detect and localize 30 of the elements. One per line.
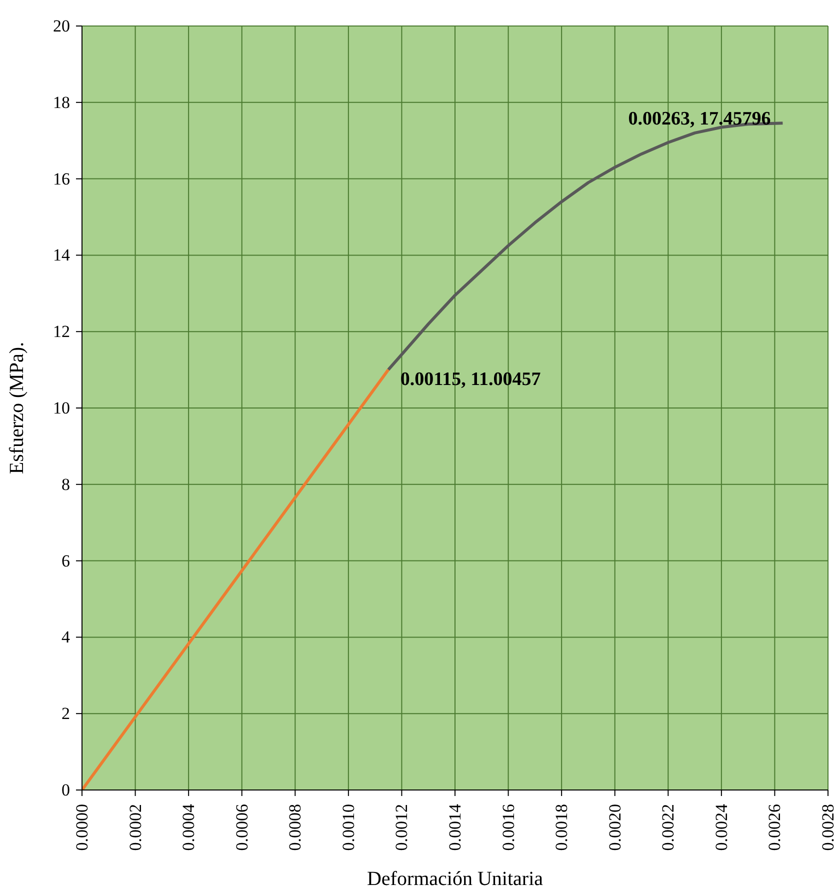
annotation: 0.00115, 11.00457: [400, 369, 542, 390]
y-tick-label: 20: [53, 16, 70, 36]
x-tick-label: 0.0028: [818, 804, 838, 851]
x-tick-label: 0.0022: [658, 804, 678, 851]
x-tick-label: 0.0018: [552, 804, 572, 851]
y-tick-label: 6: [62, 551, 70, 570]
x-tick-label: 0.0012: [392, 804, 412, 851]
annotation: 0.00263, 17.45796: [628, 108, 771, 130]
x-tick-label: 0.0014: [446, 804, 464, 851]
x-axis-title: Deformación Unitaria: [366, 868, 544, 890]
x-tick-label: 0.0016: [498, 804, 518, 851]
y-tick-label: 0: [62, 780, 70, 800]
x-tick-label: 0.0026: [765, 804, 784, 851]
y-axis-title: Esfuerzo (MPa).: [6, 342, 28, 474]
x-tick-label: 0.0000: [72, 804, 92, 851]
y-tick-label: 18: [53, 92, 70, 112]
y-tick-label: 4: [62, 628, 70, 647]
y-tick-label: 12: [53, 322, 70, 342]
y-tick-label: 16: [53, 169, 70, 188]
x-tick-label: 0.0020: [605, 804, 624, 851]
y-tick-label: 14: [53, 246, 70, 265]
x-tick-label: 0.0008: [286, 804, 305, 851]
y-tick-label: 8: [62, 474, 70, 494]
y-tick-label: 10: [53, 398, 70, 418]
x-tick-label: 0.0024: [712, 804, 731, 851]
x-tick-label: 0.0002: [126, 804, 145, 851]
x-tick-label: 0.0006: [232, 804, 252, 851]
x-tick-label: 0.0004: [179, 804, 198, 851]
x-tick-label: 0.0010: [338, 804, 358, 851]
y-tick-label: 2: [62, 704, 70, 724]
